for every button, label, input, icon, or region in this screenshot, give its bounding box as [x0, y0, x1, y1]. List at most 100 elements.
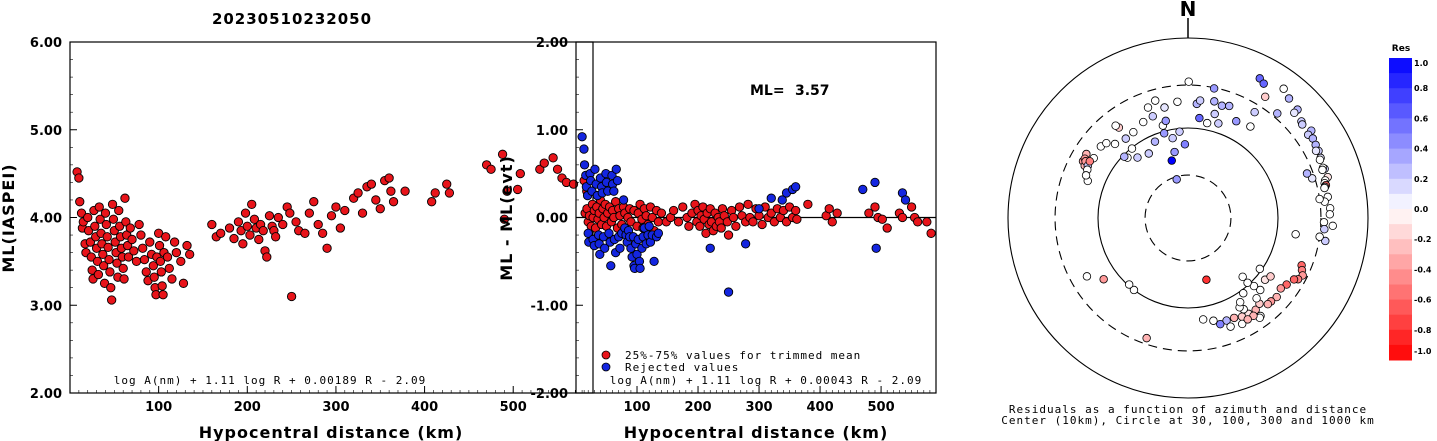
ml-point: [83, 226, 94, 236]
ml-point: [238, 239, 248, 249]
ml-point: [353, 188, 363, 198]
rejected-point: [740, 239, 751, 249]
colorbar-tick-label: 0.0: [1414, 205, 1429, 214]
station-point: [1121, 134, 1130, 143]
colorbar-cell: [1389, 163, 1412, 180]
station-point: [1239, 289, 1248, 298]
ml-point: [427, 197, 437, 207]
station-point: [1168, 133, 1177, 143]
colorbar-cell: [1389, 103, 1412, 119]
ring-300km: [1054, 84, 1322, 352]
y-tick-label: 2.00: [536, 36, 568, 51]
station-point: [1315, 194, 1324, 204]
colorbar-cell: [1389, 224, 1412, 240]
ml-point: [123, 252, 134, 262]
colorbar-cell: [1389, 284, 1412, 301]
rejected-point: [609, 186, 619, 196]
plot2-xlabel: Hypocentral distance (km): [624, 423, 889, 441]
station-point: [1173, 97, 1182, 106]
ml-point: [444, 188, 455, 198]
legend-marker-rejected: [601, 362, 611, 372]
station-point: [1291, 230, 1300, 239]
ml-point: [236, 226, 246, 236]
ml-point: [384, 173, 394, 183]
azimuth-residual-map: N Residuals as a function of azimuth and…: [1001, 0, 1374, 427]
accepted-point: [877, 214, 887, 224]
ml-point: [326, 211, 337, 221]
colorbar-ticks: 1.0 0.8 0.6 0.4 0.2 0.0 -0.2 -0.4 -0.6 -0.8 -1.0: [1414, 59, 1432, 356]
rejected-point: [618, 195, 629, 205]
station-point: [1246, 122, 1255, 131]
ml-point: [245, 230, 255, 240]
ml-value: 3.57: [795, 83, 830, 99]
colorbar-tick-label: -0.6: [1414, 296, 1432, 305]
ml-point: [158, 290, 168, 300]
plot1-xlabel: Hypocentral distance (km): [199, 423, 464, 441]
ml-point: [102, 232, 112, 242]
ml-point: [262, 252, 272, 262]
colorbar-tick-label: 0.6: [1414, 114, 1429, 123]
station-point: [1111, 121, 1120, 130]
colorbar-cell: [1389, 193, 1412, 210]
rejected-point: [858, 184, 868, 195]
station-point: [1255, 264, 1265, 274]
accepted-point: [832, 208, 842, 218]
plot2-ylabel: ML - ML(evt): [497, 155, 516, 281]
station-point: [1276, 284, 1285, 293]
station-point: [1328, 221, 1337, 231]
station-point: [1259, 79, 1268, 88]
ml-point: [93, 269, 104, 280]
ml-point: [149, 272, 159, 282]
accepted-point: [791, 205, 801, 216]
station-point: [1170, 147, 1179, 157]
y-tick-label: 3.00: [30, 299, 62, 314]
rejected-point: [615, 243, 625, 253]
ml-point: [119, 274, 129, 284]
ml-point: [118, 263, 128, 274]
ml-point: [75, 197, 85, 207]
station-point: [1202, 118, 1212, 128]
x-tick-label: 500: [868, 400, 895, 415]
colorbar-cell: [1389, 133, 1412, 150]
ml-point: [224, 223, 235, 233]
rejected-point: [777, 195, 787, 205]
accepted-point: [743, 199, 753, 209]
ml-point: [83, 212, 93, 223]
accepted-point: [653, 217, 664, 227]
map-caption: Residuals as a function of azimuth and d…: [1009, 403, 1367, 416]
ml-point: [100, 208, 111, 218]
colorbar-cell: [1389, 209, 1412, 225]
ml-point: [157, 281, 167, 291]
station-point: [1279, 84, 1288, 93]
accepted-point: [926, 228, 936, 238]
rejected-point: [635, 263, 645, 274]
ml-point: [442, 179, 452, 189]
accepted-point: [897, 212, 908, 223]
ml-point: [286, 291, 297, 302]
ml-point: [141, 267, 151, 277]
colorbar-cell: [1389, 299, 1412, 316]
accepted-point: [882, 223, 892, 233]
accepted-point: [731, 221, 741, 231]
station-point: [1252, 294, 1261, 303]
ml-point: [120, 193, 130, 203]
ml-point: [400, 186, 410, 196]
station-point: [1133, 153, 1142, 162]
ml-point: [539, 158, 549, 168]
station-point: [1225, 101, 1234, 111]
station-point: [1110, 139, 1120, 149]
ml-point: [515, 168, 525, 179]
colorbar-cell: [1389, 148, 1412, 165]
colorbar-cell: [1389, 178, 1412, 195]
ml-point: [430, 188, 440, 198]
colorbar-cells: [1389, 58, 1412, 361]
ml-point: [322, 243, 332, 253]
station-point: [1273, 109, 1282, 118]
colorbar-cell: [1389, 73, 1412, 89]
rejected-point: [723, 287, 734, 297]
ml-point: [105, 267, 115, 277]
x-tick-label: 300: [745, 400, 772, 415]
residual-colorbar: Res 1.0 0.8 0.6 0.4 0.2 0.0 -0.2 -0.4 -0.6 -0.8 -1…: [1389, 44, 1432, 361]
rejected-point: [900, 195, 911, 205]
